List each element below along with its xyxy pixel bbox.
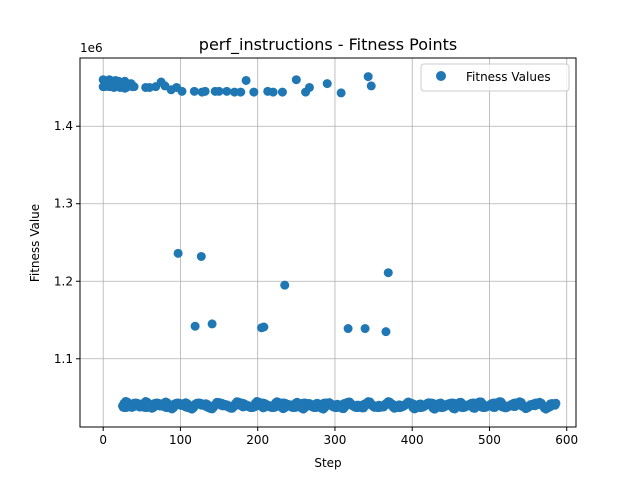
x-axis-label: Step	[314, 456, 341, 470]
data-point	[189, 86, 199, 96]
data-point	[230, 87, 240, 97]
x-tick-label: 100	[169, 433, 192, 447]
data-point	[363, 72, 373, 82]
y-axis-ticks: 1.1 1.2 1.3 1.4	[54, 119, 80, 366]
x-axis-ticks: 0 100 200 300 400 500 600	[99, 427, 578, 447]
data-point	[173, 248, 183, 258]
data-point	[366, 81, 376, 91]
data-point	[214, 86, 224, 96]
data-point	[551, 398, 561, 408]
data-point	[259, 322, 269, 332]
y-tick-label: 1.1	[54, 352, 73, 366]
y-axis-label: Fitness Value	[28, 204, 42, 282]
data-point	[207, 319, 217, 329]
data-point	[381, 327, 391, 337]
data-point	[304, 82, 314, 92]
data-point	[336, 88, 346, 98]
data-point	[322, 79, 332, 89]
data-point	[241, 75, 251, 85]
data-point	[236, 87, 246, 97]
x-tick-label: 300	[324, 433, 347, 447]
legend: Fitness Values	[420, 63, 570, 92]
legend-box	[420, 63, 570, 92]
x-tick-label: 400	[401, 433, 424, 447]
data-point	[360, 324, 370, 334]
data-points	[98, 72, 561, 414]
data-point	[343, 324, 353, 334]
data-point	[222, 86, 232, 96]
x-tick-label: 600	[555, 433, 578, 447]
data-point	[280, 280, 290, 290]
data-point	[268, 87, 278, 97]
y-axis-offset-label: 1e6	[80, 41, 103, 55]
x-tick-label: 0	[99, 433, 107, 447]
axes-frame	[79, 57, 577, 428]
data-point	[383, 268, 393, 278]
y-tick-label: 1.3	[54, 197, 73, 211]
data-point	[196, 251, 206, 261]
grid-lines	[80, 58, 576, 427]
data-point	[177, 86, 187, 96]
x-tick-label: 200	[246, 433, 269, 447]
data-point	[190, 321, 200, 331]
data-point	[291, 75, 301, 85]
data-point	[249, 87, 259, 97]
chart-title: perf_instructions - Fitness Points	[199, 35, 457, 55]
legend-label: Fitness Values	[466, 70, 551, 84]
data-point	[120, 83, 130, 93]
x-tick-label: 500	[478, 433, 501, 447]
data-point	[277, 87, 287, 97]
legend-marker	[436, 71, 446, 81]
data-point	[128, 82, 138, 92]
y-tick-label: 1.4	[54, 119, 73, 133]
y-tick-label: 1.2	[54, 274, 73, 288]
data-point	[98, 82, 108, 92]
data-point	[200, 86, 210, 96]
